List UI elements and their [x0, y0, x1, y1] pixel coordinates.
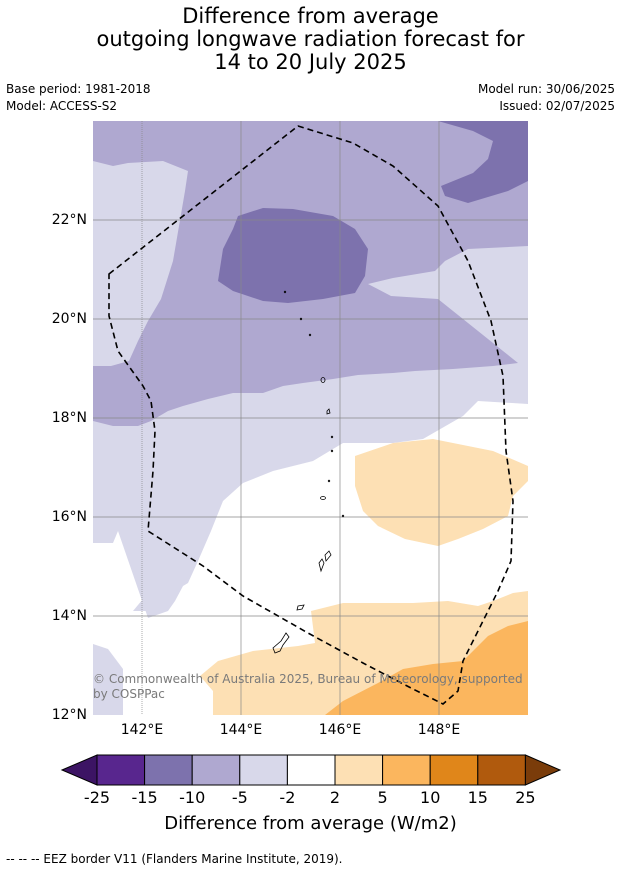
title-line-2: outgoing longwave radiation forecast for [96, 27, 525, 51]
colorbar-bin-1 [96, 754, 146, 786]
lat-label-14: 14°N [51, 608, 87, 624]
islands [272, 290, 345, 654]
colorbar-bin-5 [286, 754, 336, 786]
lat-label-16: 16°N [51, 509, 87, 525]
colorbar-bin-9 [477, 754, 526, 786]
contour-neg10-neg15-central [218, 208, 368, 303]
colorbar-bin-6 [334, 754, 384, 786]
colorbar-tick-10: 10 [420, 788, 441, 807]
copyright-line-1: © Commonwealth of Australia 2025, Bureau… [93, 672, 523, 686]
colorbar-bin-7 [382, 754, 431, 786]
colorbar [60, 754, 562, 786]
title-line-1: Difference from average [182, 4, 439, 28]
meta-right: Model run: 30/06/2025 Issued: 02/07/2025 [478, 81, 615, 115]
contour-neg10-neg15-ne [438, 121, 528, 203]
lon-label-148: 148°E [417, 722, 461, 738]
colorbar-tick-2: 2 [329, 788, 341, 807]
lat-label-20: 20°N [51, 311, 87, 327]
colorbar-tick-neg15: -15 [131, 788, 158, 807]
colorbar-bin-8 [429, 754, 479, 786]
map-title: Difference from average outgoing longwav… [0, 5, 621, 74]
graticule [93, 121, 528, 715]
eez-border [108, 125, 514, 705]
colorbar-bin-2 [144, 754, 193, 786]
lon-label-142: 142°E [120, 722, 164, 738]
lon-label-144: 144°E [219, 722, 263, 738]
colorbar-bin-3 [191, 754, 241, 786]
title-line-3: 14 to 20 July 2025 [214, 50, 407, 74]
colorbar-tick-5: 5 [377, 788, 388, 807]
contour-5-10-se [325, 621, 528, 715]
colorbar-tick-neg5: -5 [231, 788, 248, 807]
colorbar-tick-25: 25 [515, 788, 536, 807]
issued-date: Issued: 02/07/2025 [499, 99, 615, 113]
lon-label-146: 146°E [318, 722, 362, 738]
colorbar-bin-4 [239, 754, 288, 786]
lat-label-18: 18°N [51, 410, 87, 426]
lat-label-12: 12°N [51, 707, 87, 723]
map-panel [93, 121, 528, 715]
lat-label-22: 22°N [51, 212, 87, 228]
model-run: Model run: 30/06/2025 [477, 82, 615, 96]
base-period: Base period: 1981-2018 [6, 82, 151, 96]
eez-footnote: -- -- -- EEZ border V11 (Flanders Marine… [6, 852, 343, 866]
colorbar-tick-neg25: -25 [83, 788, 111, 807]
contour-neg2-neg5-small [133, 599, 155, 611]
model-name: Model: ACCESS-S2 [6, 99, 118, 113]
colorbar-tick-15: 15 [467, 788, 488, 807]
contour-neg2-neg5-sw [93, 644, 123, 715]
colorbar-title: Difference from average (W/m2) [164, 813, 457, 834]
copyright-notice: © Commonwealth of Australia 2025, Bureau… [93, 672, 523, 702]
meta-left: Base period: 1981-2018 Model: ACCESS-S2 [6, 81, 151, 115]
contour-2-5-east [355, 439, 528, 546]
colorbar-tick-neg10: -10 [179, 788, 206, 807]
colorbar-tick-neg2: -2 [279, 788, 296, 807]
colorbar-extend-low [60, 754, 98, 786]
copyright-line-2: by COSPPac [93, 687, 165, 701]
colorbar-extend-high [524, 754, 562, 786]
